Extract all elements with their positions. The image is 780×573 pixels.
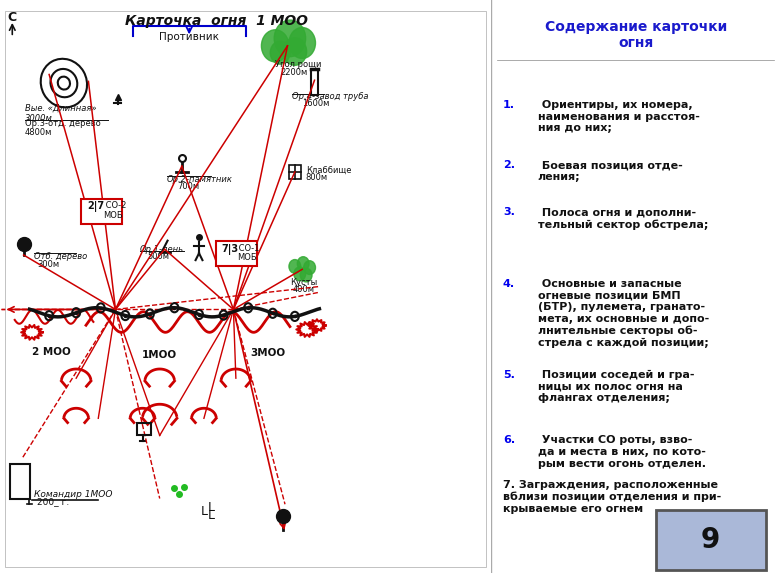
FancyBboxPatch shape (81, 199, 122, 224)
FancyBboxPatch shape (216, 241, 257, 266)
Circle shape (270, 41, 290, 64)
Circle shape (275, 20, 306, 57)
Circle shape (303, 261, 315, 274)
Text: 5.: 5. (503, 370, 515, 379)
Text: Ор.3-отд. дерево: Ор.3-отд. дерево (25, 119, 101, 128)
Text: 7|3: 7|3 (222, 244, 238, 254)
Text: 300м: 300м (37, 260, 59, 269)
Text: МОБ: МОБ (237, 253, 257, 262)
Text: 9: 9 (701, 527, 721, 554)
Text: 1МОО: 1МОО (142, 350, 177, 359)
Text: 1600м: 1600м (302, 99, 330, 108)
Text: С: С (8, 11, 17, 25)
Text: Кусты: Кусты (290, 278, 317, 287)
Bar (10, 464, 30, 499)
Text: 400м: 400м (292, 285, 314, 295)
Bar (136, 423, 151, 435)
FancyBboxPatch shape (656, 510, 765, 570)
Bar (289, 165, 301, 179)
Text: Ор.1-пень: Ор.1-пень (140, 245, 184, 254)
Text: 2.: 2. (503, 160, 515, 170)
Text: L: L (200, 505, 207, 517)
Text: 1.: 1. (503, 100, 515, 110)
Text: 2200м: 2200м (280, 68, 307, 77)
Text: 2|7: 2|7 (87, 201, 104, 211)
Text: Вые. «Длинная»
3000м: Вые. «Длинная» 3000м (25, 103, 96, 123)
Text: 6.: 6. (503, 435, 515, 445)
Text: 800м: 800м (306, 173, 328, 182)
Circle shape (261, 30, 289, 62)
Text: Клаббище: Клаббище (306, 166, 351, 175)
Circle shape (300, 268, 312, 282)
Text: Ориентиры, их номера,
наименования и расстоя-
ния до них;: Ориентиры, их номера, наименования и рас… (537, 100, 700, 134)
Circle shape (294, 267, 306, 281)
Text: Ор.4-завод труба: Ор.4-завод труба (292, 92, 369, 101)
Text: 3МОО: 3МОО (250, 348, 285, 358)
Text: Противник: Противник (159, 32, 219, 41)
Text: Основные и запасные
огневые позиции БМП
(БТР), пулемета, гранато-
мета, их основ: Основные и запасные огневые позиции БМП … (537, 279, 709, 348)
Text: Содержание карточки
огня: Содержание карточки огня (544, 20, 727, 50)
Text: Полоса огня и дополни-
тельный сектор обстрела;: Полоса огня и дополни- тельный сектор об… (537, 207, 708, 230)
Text: Командир 1МОО: Командир 1МОО (34, 490, 113, 499)
Text: Карточка  огня  1 МОО: Карточка огня 1 МОО (125, 14, 307, 28)
Text: 4.: 4. (503, 279, 515, 289)
Text: 3.: 3. (503, 207, 515, 217)
Circle shape (289, 28, 315, 58)
Text: L: L (207, 501, 215, 513)
Text: СО-2: СО-2 (103, 201, 126, 210)
Text: СО-1: СО-1 (236, 244, 259, 253)
Text: 4800м: 4800м (25, 128, 52, 137)
Text: Боевая позиция отде-
ления;: Боевая позиция отде- ления; (537, 160, 682, 182)
Circle shape (297, 257, 309, 270)
Text: Участки СО роты, взво-
да и места в них, по кото-
рым вести огонь отделен.: Участки СО роты, взво- да и места в них,… (537, 435, 706, 469)
Circle shape (289, 260, 301, 273)
Text: Позиции соседей и гра-
ницы их полос огня на
флангах отделения;: Позиции соседей и гра- ницы их полос огн… (537, 370, 694, 403)
Text: МОБ: МОБ (103, 211, 123, 220)
Text: 2 МОО: 2 МОО (32, 347, 71, 356)
Text: L: L (207, 509, 215, 522)
Text: 200_ г.: 200_ г. (37, 497, 69, 507)
Text: Угол рощи: Угол рощи (275, 60, 321, 69)
Text: 7. Заграждения, расположенные
вблизи позиции отделения и при-
крываемые его огне: 7. Заграждения, расположенные вблизи поз… (503, 480, 722, 514)
Circle shape (283, 38, 307, 65)
Text: 500м: 500м (147, 252, 169, 261)
Text: 700м: 700м (177, 182, 199, 191)
Text: Отб. дерево: Отб. дерево (34, 252, 87, 261)
Text: Ор.2-памятник: Ор.2-памятник (167, 175, 233, 184)
